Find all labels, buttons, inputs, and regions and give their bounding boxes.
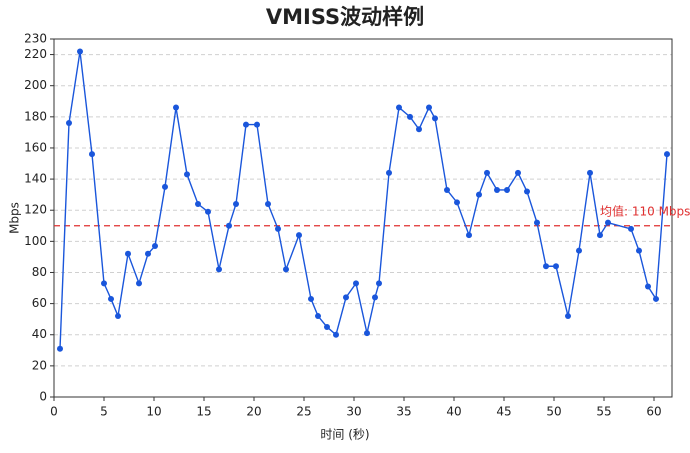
data-point <box>543 263 549 270</box>
data-point <box>162 183 168 190</box>
data-point <box>426 104 432 111</box>
x-tick-label: 40 <box>446 405 461 419</box>
x-tick-label: 55 <box>596 405 611 419</box>
data-point <box>283 266 289 273</box>
data-point <box>145 250 151 257</box>
data-point <box>233 200 239 207</box>
x-tick-label: 50 <box>546 405 561 419</box>
chart-title: VMISS波动样例 <box>266 5 424 29</box>
x-tick-label: 5 <box>100 405 108 419</box>
data-point <box>553 263 559 270</box>
data-point <box>108 295 114 302</box>
data-point <box>605 219 611 226</box>
data-point <box>432 115 438 122</box>
data-point <box>184 171 190 178</box>
data-point <box>466 232 472 239</box>
data-point <box>524 188 530 195</box>
data-point <box>216 266 222 273</box>
data-point <box>333 331 339 338</box>
x-tick-label: 45 <box>496 405 511 419</box>
data-point <box>534 219 540 226</box>
data-point <box>308 295 314 302</box>
data-point <box>173 104 179 111</box>
data-point <box>576 247 582 254</box>
y-tick-label: 60 <box>32 296 47 310</box>
data-point <box>386 169 392 176</box>
data-point <box>636 247 642 254</box>
y-tick-label: 80 <box>32 265 47 279</box>
data-point <box>653 295 659 302</box>
data-point <box>587 169 593 176</box>
x-tick-label: 35 <box>396 405 411 419</box>
mean-label: 均值: 110 Mbps <box>600 203 690 218</box>
data-point <box>476 191 482 198</box>
data-point <box>77 48 83 55</box>
data-point <box>195 200 201 207</box>
y-tick-label: 40 <box>32 327 47 341</box>
data-point <box>243 121 249 128</box>
x-tick-label: 20 <box>246 405 261 419</box>
data-point <box>205 208 211 215</box>
data-point <box>115 313 121 320</box>
x-tick-label: 30 <box>346 405 361 419</box>
data-point <box>494 186 500 193</box>
y-tick-label: 140 <box>24 172 47 186</box>
data-point <box>353 280 359 287</box>
x-tick-label: 25 <box>296 405 311 419</box>
data-point <box>364 330 370 337</box>
data-line <box>59 51 668 349</box>
y-tick-label: 100 <box>24 234 47 248</box>
data-point <box>484 169 490 176</box>
x-axis-label: 时间 (秒) <box>320 428 369 442</box>
data-point <box>315 313 321 320</box>
data-point <box>265 200 271 207</box>
data-point <box>296 232 302 239</box>
data-point <box>226 222 232 229</box>
data-point <box>254 121 260 128</box>
x-tick-label: 15 <box>196 405 211 419</box>
data-point <box>101 280 107 287</box>
y-axis-label: Mbps <box>8 202 22 234</box>
data-point <box>136 280 142 287</box>
x-tick-label: 60 <box>646 405 661 419</box>
data-point <box>343 294 349 301</box>
y-tick-label: 20 <box>32 358 47 372</box>
x-tick-label: 0 <box>50 405 58 419</box>
y-tick-label: 120 <box>24 203 47 217</box>
y-tick-label: 230 <box>24 32 47 46</box>
data-point <box>597 232 603 239</box>
data-point <box>565 313 571 320</box>
x-tick-label: 10 <box>146 405 161 419</box>
data-point <box>407 113 413 120</box>
data-point <box>275 225 281 232</box>
data-point <box>376 280 382 287</box>
data-point <box>416 126 422 133</box>
data-point <box>628 225 634 232</box>
data-point <box>454 199 460 206</box>
data-point <box>645 283 651 290</box>
data-point <box>152 243 158 250</box>
plot-frame <box>53 38 673 398</box>
data-point <box>324 323 330 330</box>
data-point <box>504 186 510 193</box>
data-point <box>372 294 378 301</box>
y-tick-label: 160 <box>24 140 47 154</box>
data-point <box>444 186 450 193</box>
data-point <box>396 104 402 111</box>
data-point <box>664 151 670 158</box>
y-tick-label: 200 <box>24 78 47 92</box>
data-point <box>125 250 131 257</box>
data-point <box>66 120 72 127</box>
y-tick-label: 180 <box>24 109 47 123</box>
data-point <box>515 169 521 176</box>
data-point <box>89 151 95 158</box>
y-tick-label: 220 <box>24 47 47 61</box>
data-point <box>57 345 63 352</box>
y-tick-label: 0 <box>39 390 47 404</box>
